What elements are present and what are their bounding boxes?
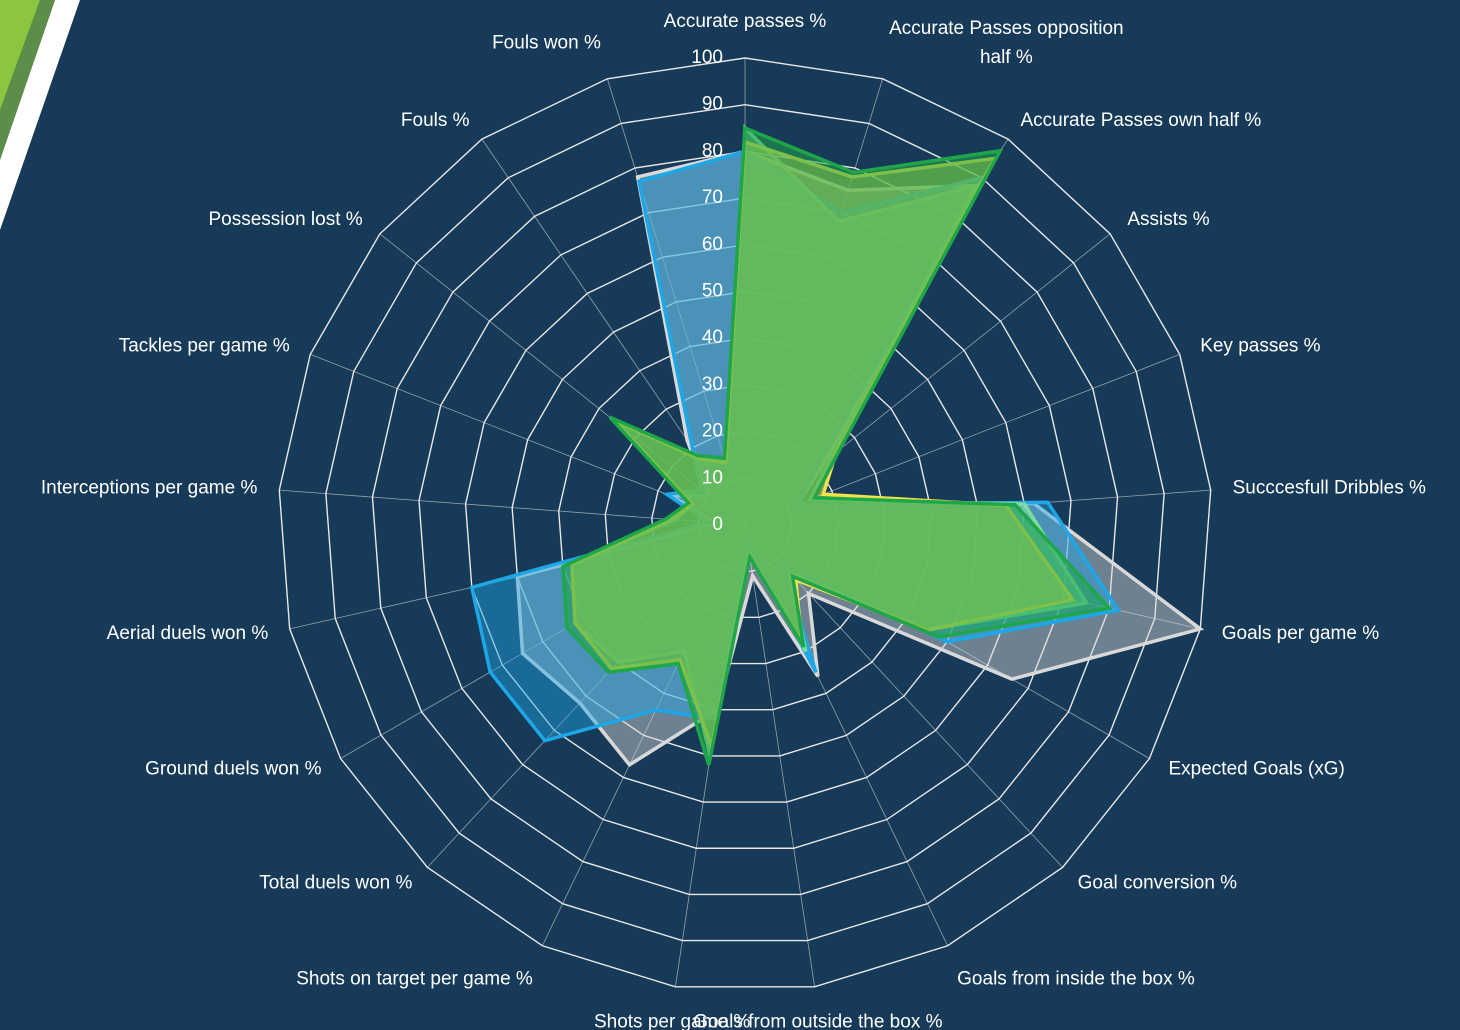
grid-ring	[371, 150, 1119, 896]
r-tick-label: 60	[702, 234, 723, 255]
category-label: Ground duels won %	[145, 759, 321, 780]
decoration	[0, 0, 80, 230]
grid-ring	[325, 103, 1165, 942]
category-label: Shots per game %	[594, 1012, 750, 1030]
r-tick-label: 80	[702, 140, 723, 161]
category-label: Accurate Passes own half %	[1020, 110, 1261, 131]
r-tick-label: 50	[702, 281, 723, 302]
category-label: Fouls won %	[492, 33, 601, 54]
category-label: Fouls %	[401, 110, 470, 131]
category-label: Assists %	[1127, 209, 1209, 230]
category-label: Expected Goals (xG)	[1168, 759, 1344, 780]
r-tick-label: 30	[702, 374, 723, 395]
category-label: Aerial duels won %	[107, 623, 269, 644]
category-label: Accurate passes %	[664, 11, 827, 32]
decoration	[0, 0, 55, 160]
category-label: Shots on target per game %	[296, 969, 533, 990]
grid-ring	[418, 197, 1072, 849]
grid-ring	[558, 337, 932, 711]
category-label: Tackles per game %	[119, 335, 290, 356]
category-label: Goal conversion %	[1078, 872, 1238, 893]
r-tick-label: 10	[702, 467, 723, 488]
spoke	[744, 524, 815, 987]
r-tick-label: 70	[702, 187, 723, 208]
category-label: Goals per game %	[1222, 623, 1379, 644]
r-tick-label: 20	[702, 421, 723, 442]
r-tick-label: 40	[702, 327, 723, 348]
grid-ring	[464, 244, 1026, 803]
grid-ring	[511, 290, 979, 757]
category-label: Possession lost %	[208, 209, 362, 230]
grid-ring	[604, 384, 886, 665]
r-tick-label: 0	[712, 514, 723, 535]
category-label: Succcesfull Dribbles %	[1233, 477, 1426, 498]
category-label: Goals from inside the box %	[957, 969, 1195, 990]
r-tick-label: 100	[691, 47, 723, 68]
category-label: Goals from outside the box %	[693, 1012, 942, 1030]
grid-ring	[278, 57, 1212, 988]
category-label: Interceptions per game %	[41, 477, 258, 498]
r-tick-label: 90	[702, 94, 723, 115]
category-label: Accurate Passes opposition half %	[889, 18, 1123, 68]
series-area	[561, 125, 1113, 766]
category-label: Total duels won %	[259, 872, 412, 893]
category-label: Key passes %	[1200, 335, 1320, 356]
spoke	[606, 78, 746, 526]
